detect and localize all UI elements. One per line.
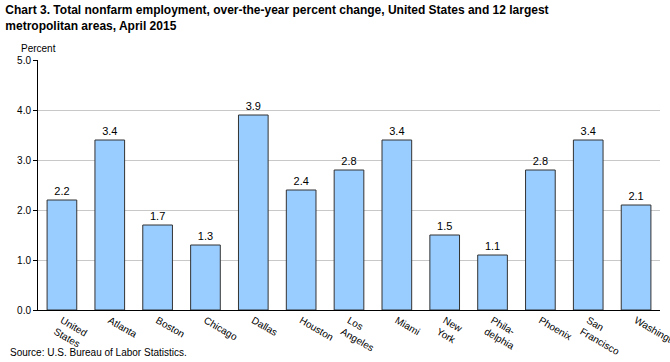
svg-text:0.0: 0.0 [17, 305, 31, 316]
svg-text:Washington: Washington [633, 315, 670, 351]
svg-text:1.1: 1.1 [485, 240, 500, 252]
svg-text:SanFrancisco: SanFrancisco [578, 315, 628, 358]
svg-text:3.4: 3.4 [389, 125, 404, 137]
svg-text:1.3: 1.3 [198, 230, 213, 242]
svg-text:Percent: Percent [21, 43, 56, 54]
svg-text:3.9: 3.9 [246, 100, 261, 112]
svg-text:Miami: Miami [393, 315, 422, 338]
svg-text:2.4: 2.4 [294, 175, 309, 187]
svg-text:Phila-delphia: Phila-delphia [483, 315, 523, 352]
svg-text:Source: U.S. Bureau of Labor S: Source: U.S. Bureau of Labor Statistics. [10, 347, 187, 358]
svg-text:UnitedStates: UnitedStates [52, 315, 89, 350]
svg-text:2.8: 2.8 [533, 155, 548, 167]
svg-text:Chart 3. Total nonfarm employm: Chart 3. Total nonfarm employment, over-… [5, 3, 548, 33]
svg-text:3.4: 3.4 [102, 125, 117, 137]
svg-text:Chicago: Chicago [202, 315, 240, 343]
svg-text:4.0: 4.0 [17, 105, 31, 116]
svg-text:2.2: 2.2 [54, 185, 69, 197]
svg-text:2.1: 2.1 [628, 190, 643, 202]
svg-text:Atlanta: Atlanta [106, 315, 139, 340]
svg-text:1.0: 1.0 [17, 255, 31, 266]
svg-text:Dallas: Dallas [250, 315, 280, 338]
svg-text:NewYork: NewYork [435, 315, 465, 346]
svg-text:LosAngeles: LosAngeles [339, 315, 382, 354]
svg-text:Boston: Boston [154, 315, 186, 340]
svg-text:2.0: 2.0 [17, 205, 31, 216]
svg-text:1.7: 1.7 [150, 210, 165, 222]
svg-text:1.5: 1.5 [437, 220, 452, 232]
svg-text:3.4: 3.4 [581, 125, 596, 137]
svg-text:2.8: 2.8 [341, 155, 356, 167]
svg-text:5.0: 5.0 [17, 55, 31, 66]
svg-text:3.0: 3.0 [17, 155, 31, 166]
svg-text:Phoenix: Phoenix [537, 315, 574, 343]
svg-text:Houston: Houston [298, 315, 336, 343]
